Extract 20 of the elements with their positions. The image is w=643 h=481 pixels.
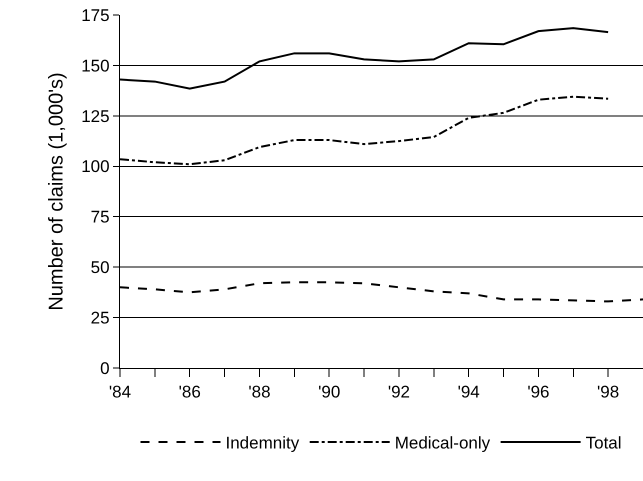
y-tick-label: 100 bbox=[81, 157, 110, 176]
x-tick-label: '84 bbox=[108, 382, 132, 402]
y-tick-label: 25 bbox=[90, 308, 110, 328]
y-tick-label: 150 bbox=[81, 56, 110, 76]
x-tick-label: '88 bbox=[248, 382, 271, 402]
y-tick-label: 0 bbox=[100, 358, 110, 378]
legend-label: Medical-only bbox=[394, 434, 491, 453]
y-tick-label: 125 bbox=[81, 106, 110, 126]
x-tick-label: '92 bbox=[388, 382, 410, 402]
x-tick-label: '94 bbox=[458, 382, 480, 402]
x-tick-label: '90 bbox=[318, 382, 340, 402]
legend-label: Indemnity bbox=[226, 434, 300, 453]
legend-label: Total bbox=[586, 434, 622, 453]
y-tick-label: 175 bbox=[81, 6, 110, 25]
x-tick-label: '86 bbox=[178, 382, 201, 402]
x-tick-label: '96 bbox=[527, 382, 550, 402]
y-tick-label: 75 bbox=[90, 208, 110, 227]
y-axis-title: Number of claims (1,000's) bbox=[46, 72, 68, 311]
y-tick-label: 50 bbox=[90, 258, 110, 278]
x-tick-label: '98 bbox=[597, 382, 620, 402]
